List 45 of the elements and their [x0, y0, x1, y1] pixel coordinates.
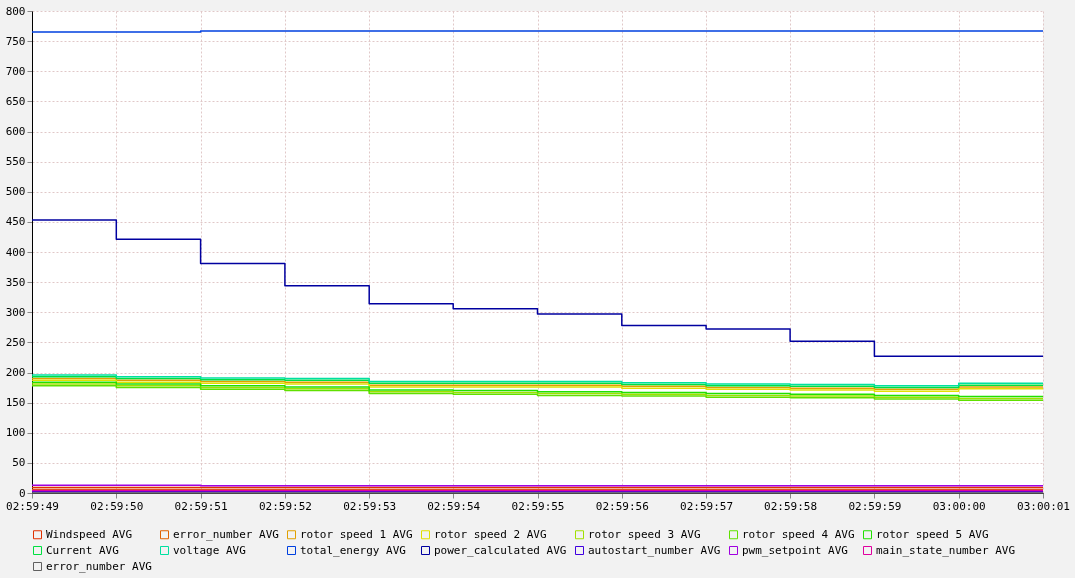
x-tick-label: 02:59:50	[90, 499, 144, 513]
x-tick-label: 02:59:55	[511, 499, 565, 513]
y-tick-label: 200	[5, 366, 26, 379]
y-tick-label: 750	[5, 34, 26, 48]
legend-label: rotor speed 1 AVG	[300, 527, 413, 541]
y-tick-label: 500	[5, 185, 26, 199]
y-tick-label: 550	[5, 155, 26, 169]
legend-label: Windspeed AVG	[46, 527, 133, 541]
x-tick-label: 03:00:01	[1017, 499, 1070, 513]
legend-label: error_number AVG	[173, 527, 279, 541]
legend-label: autostart_number AVG	[588, 543, 721, 557]
legend-label: total_energy AVG	[300, 543, 406, 557]
legend-label: error_number AVG	[46, 559, 152, 573]
legend-label: rotor speed 3 AVG	[588, 527, 701, 541]
x-tick-label: 02:59:49	[6, 499, 59, 513]
y-tick-label: 800	[5, 4, 26, 18]
legend-label: voltage AVG	[173, 543, 246, 557]
legend-label: rotor speed 4 AVG	[742, 527, 855, 541]
x-tick-label: 02:59:58	[764, 499, 818, 513]
x-tick-label: 03:00:00	[932, 499, 986, 513]
x-tick-label: 02:59:53	[343, 499, 397, 513]
legend-label: rotor speed 2 AVG	[434, 527, 547, 541]
x-tick-label: 02:59:52	[258, 499, 312, 513]
y-tick-label: 0	[18, 486, 26, 500]
legend-label: pwm_setpoint AVG	[742, 543, 848, 557]
y-tick-label: 50	[12, 456, 26, 470]
legend-label: power_calculated AVG	[434, 543, 567, 557]
y-tick-label: 700	[5, 64, 26, 78]
legend-label: main_state_number AVG	[876, 543, 1016, 557]
y-tick-label: 650	[5, 94, 26, 108]
legend-label: rotor speed 5 AVG	[876, 527, 989, 541]
y-tick-label: 350	[5, 275, 26, 289]
x-tick-label: 02:59:54	[427, 499, 481, 513]
y-tick-label: 450	[5, 215, 26, 229]
x-tick-label: 02:59:51	[174, 499, 228, 513]
legend-label: Current AVG	[46, 543, 119, 557]
y-tick-label: 150	[5, 396, 26, 410]
y-tick-label: 400	[5, 245, 26, 259]
y-tick-label: 300	[5, 305, 26, 319]
y-tick-label: 600	[5, 125, 26, 138]
x-tick-label: 02:59:59	[848, 499, 902, 513]
y-tick-label: 100	[5, 426, 26, 440]
x-tick-label: 02:59:57	[680, 499, 734, 513]
x-tick-label: 02:59:56	[595, 499, 649, 513]
y-tick-label: 250	[5, 335, 26, 349]
